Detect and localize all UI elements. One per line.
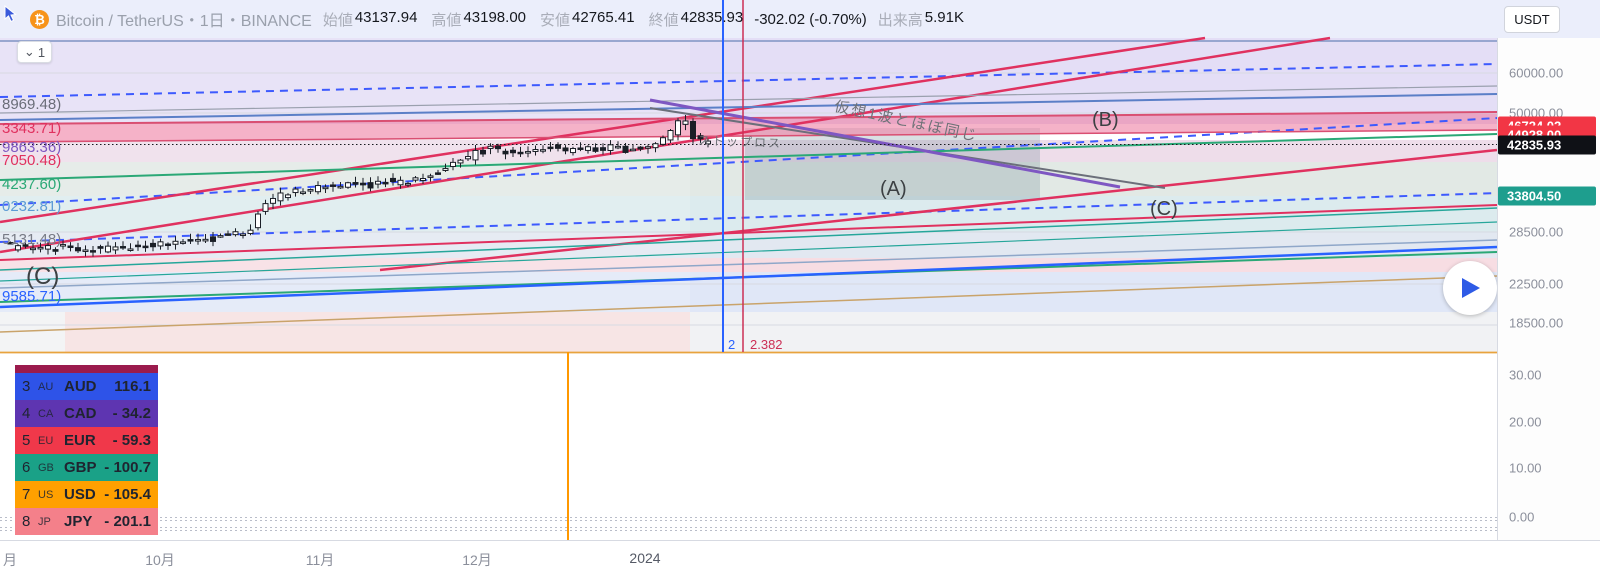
time-axis-tick: 月	[3, 552, 17, 568]
price-scale-label: 18500.00	[1509, 315, 1564, 331]
fx-value: 116.1	[114, 378, 151, 395]
chart-header	[0, 0, 1600, 38]
time-axis-tick: 12月	[462, 552, 492, 568]
price-scale[interactable]: 60000.00 50000.00 28500.00 22500.00 18500.00…	[1497, 38, 1600, 540]
ohlc-value: 42765.41	[572, 8, 635, 26]
price-scale-label: 22500.00	[1509, 276, 1564, 292]
fx-rank: 7	[22, 486, 31, 503]
fx-rank: 8	[22, 513, 31, 530]
ohlc-field: 高値 43198.00	[431, 9, 526, 30]
time-axis-tick: 10月	[145, 552, 175, 568]
fx-name: JPY	[64, 513, 93, 530]
table-row[interactable]: 8 JP JPY - 201.1	[15, 508, 158, 535]
ohlc-value: 42835.93	[680, 8, 744, 26]
play-button[interactable]	[1443, 261, 1497, 315]
fx-name: EUR	[64, 432, 96, 449]
ohlc-value: 43198.00	[463, 8, 527, 26]
fx-value: - 105.4	[104, 486, 151, 503]
left-price-label: 9863.36)	[2, 139, 62, 156]
left-price-label: 9585.71)	[2, 288, 62, 305]
ohlc-field: 始値 43137.94	[323, 9, 418, 30]
object-tree-widget[interactable]: ⌄ 1	[17, 41, 52, 63]
elliott-wave-label[interactable]: (A)	[880, 178, 907, 200]
candlesticks	[7, 114, 711, 257]
play-icon	[1462, 278, 1480, 298]
indicator-scale-label: 20.00	[1509, 414, 1542, 430]
chart-legend: ₿ Bitcoin / TetherUS・1日・BINANCE 始値 43137.…	[0, 0, 1600, 38]
price-scale-label: 60000.00	[1509, 65, 1564, 81]
price-tag[interactable]: 42835.93	[1498, 135, 1596, 155]
fx-name: CAD	[64, 405, 97, 422]
ohlc-field: 終値 42835.93	[649, 9, 744, 30]
time-axis-tick: 11月	[305, 552, 335, 568]
table-row[interactable]: 5 EU EUR - 59.3	[15, 427, 158, 454]
fx-rank: 5	[22, 432, 31, 449]
left-price-label: 5131.48)	[2, 231, 62, 248]
fx-code: GB	[38, 461, 54, 474]
fx-code: US	[38, 488, 54, 501]
bitcoin-logo-icon: ₿	[30, 9, 49, 29]
trend-lines[interactable]	[0, 36, 1497, 531]
currency-toggle-button[interactable]: USDT	[1504, 6, 1560, 33]
fx-rank: 3	[22, 378, 31, 395]
layers-count: 1	[37, 44, 46, 60]
ohlc-value: 43137.94	[354, 8, 418, 26]
fx-name: GBP	[64, 459, 97, 476]
fx-rank: 4	[22, 405, 31, 422]
ohlc-label: 高値	[431, 11, 462, 29]
fx-value: - 34.2	[112, 405, 151, 422]
ohlc-label: 安値	[540, 11, 571, 29]
fx-value: - 59.3	[112, 432, 151, 449]
chart-canvas[interactable]	[0, 0, 1497, 540]
vertical-lines[interactable]	[567, 0, 744, 540]
left-price-label: 3343.71)	[2, 120, 62, 137]
left-price-label: 8969.48)	[2, 96, 62, 113]
fx-name: AUD	[64, 378, 97, 395]
ohlc-field: 安値 42765.41	[540, 9, 635, 30]
elliott-wave-label[interactable]: (B)	[1092, 109, 1119, 131]
table-row[interactable]: 7 US USD - 105.4	[15, 481, 158, 508]
ohlc-label: 終値	[648, 11, 679, 29]
indicator-scale-label: 30.00	[1509, 367, 1542, 383]
mouse-cursor-icon	[4, 5, 17, 23]
table-row-partial	[15, 365, 158, 373]
fx-name: USD	[64, 486, 96, 503]
fx-value: - 100.7	[104, 459, 151, 476]
table-row[interactable]: 3 AU AUD 116.1	[15, 373, 158, 400]
fib-level-label: 2.382	[750, 337, 783, 352]
indicator-scale-label: 10.00	[1509, 460, 1542, 476]
price-scale-label: 28500.00	[1509, 224, 1564, 240]
currency-strength-table[interactable]: 3 AU AUD 116.1 4 CA CAD - 34.2 5 EU EUR - 59.3 6 GB GB…	[15, 365, 158, 535]
ohlc-label: 始値	[322, 11, 353, 29]
indicator-scale-label: 0.00	[1509, 509, 1535, 525]
left-price-label: 7050.48)	[2, 152, 62, 169]
volume: 出来高 5.91K	[877, 8, 964, 29]
fx-code: AU	[38, 380, 54, 393]
price-tag[interactable]: 33804.50	[1498, 186, 1596, 206]
ohlc-values: 始値 43137.94 高値 43198.00 安値 42765.41 終値 42835.93	[319, 9, 743, 30]
fx-rank: 6	[22, 459, 31, 476]
left-price-label: 0232.81)	[2, 198, 62, 215]
fx-code: CA	[38, 407, 54, 420]
time-axis[interactable]: 月 10月 11月 12月 2024	[0, 540, 1600, 576]
elliott-wave-label[interactable]: (C)	[1150, 198, 1178, 220]
change-value: -302.02 (-0.70%)	[754, 10, 867, 28]
left-price-label: 4237.60)	[2, 176, 62, 193]
time-axis-tick: 2024	[629, 550, 661, 566]
background-bands	[0, 38, 1497, 352]
fx-value: - 201.1	[104, 513, 151, 530]
text-annotation[interactable]: ストップロス	[697, 133, 783, 151]
fx-code: EU	[38, 434, 54, 447]
table-row[interactable]: 6 GB GBP - 100.7	[15, 454, 158, 481]
fx-code: JP	[38, 515, 51, 528]
fib-level-label: 2	[728, 337, 736, 352]
chevron-down-icon: ⌄	[23, 44, 35, 59]
symbol-title[interactable]: Bitcoin / TetherUS・1日・BINANCE	[56, 13, 312, 30]
elliott-wave-label[interactable]: (C)	[26, 263, 60, 290]
table-row[interactable]: 4 CA CAD - 34.2	[15, 400, 158, 427]
